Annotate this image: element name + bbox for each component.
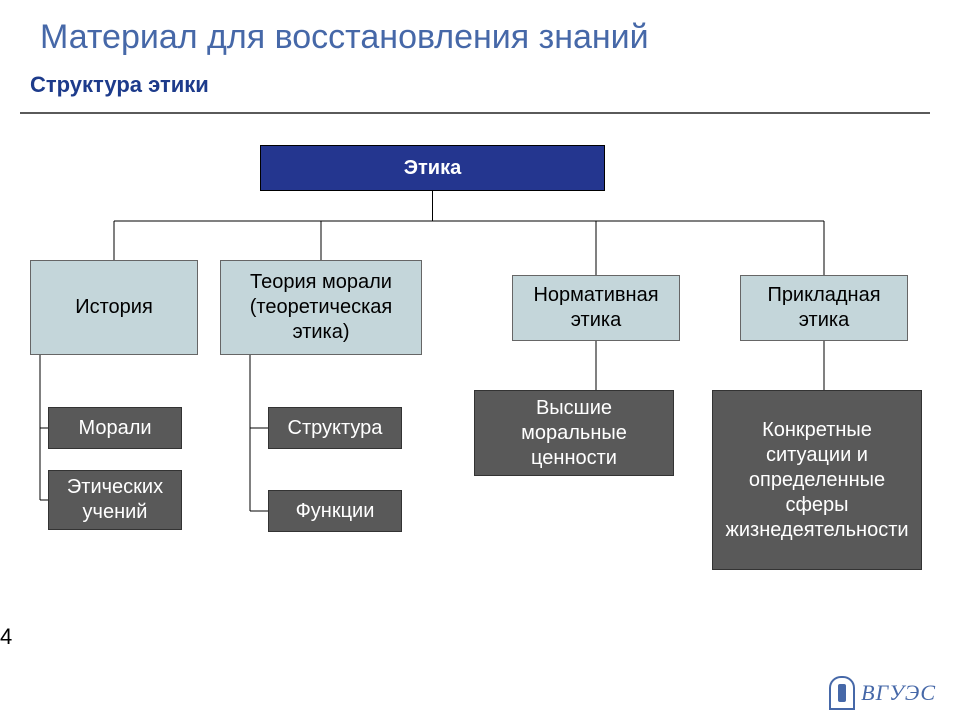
slide-title: Материал для восстановления знаний <box>40 18 649 57</box>
level3-box-node: Высшие моральные ценности <box>474 390 674 476</box>
level2-box-node: Нормативная этика <box>512 275 680 341</box>
slide-subtitle: Структура этики <box>30 72 209 98</box>
footer-text: ВГУЭС <box>861 680 936 706</box>
level3-box-node: Структура <box>268 407 402 449</box>
level2-box-node: История <box>30 260 198 355</box>
footer-logo: ВГУЭС <box>829 676 936 710</box>
level2-box-node: Прикладная этика <box>740 275 908 341</box>
page-number: 4 <box>0 624 12 650</box>
divider-line <box>20 112 930 114</box>
logo-icon <box>829 676 855 710</box>
level3-box-node: Этических учений <box>48 470 182 530</box>
level3-box-node: Функции <box>268 490 402 532</box>
level3-box-node: Конкретные ситуации и определенные сферы… <box>712 390 922 570</box>
diagram-connectors <box>0 0 960 720</box>
root-box-node: Этика <box>260 145 605 191</box>
level2-box-node: Теория морали (теоретическая этика) <box>220 260 422 355</box>
level3-box-node: Морали <box>48 407 182 449</box>
